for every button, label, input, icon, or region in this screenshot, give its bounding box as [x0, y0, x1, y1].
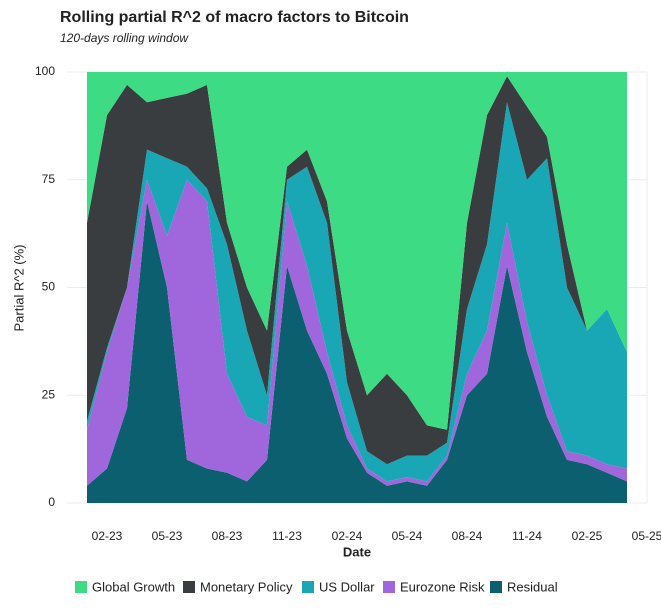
x-axis-label: Date [343, 544, 371, 559]
legend-swatch [302, 581, 314, 593]
area [87, 201, 627, 504]
chart-title: Rolling partial R^2 of macro factors to … [60, 9, 409, 26]
legend-label: Eurozone Risk [400, 579, 485, 594]
x-tick-label: 08-23 [212, 529, 243, 543]
legend-label: Global Growth [92, 579, 175, 594]
x-tick-label: 02-23 [92, 529, 123, 543]
y-tick-label: 75 [42, 172, 56, 186]
x-tick-label: 11-23 [272, 529, 302, 543]
x-tick-label: 11-24 [512, 529, 542, 543]
legend-swatch [75, 581, 87, 593]
area [87, 102, 627, 482]
x-tick-label: 05-24 [392, 529, 423, 543]
chart-subtitle: 120-days rolling window [60, 31, 189, 45]
y-tick-label: 50 [42, 280, 56, 294]
x-tick-label: 02-24 [332, 529, 363, 543]
y-tick-label: 25 [42, 387, 56, 401]
x-tick-label: 05-23 [152, 529, 183, 543]
y-tick-label: 100 [35, 64, 55, 78]
x-tick-label: 05-25 [632, 529, 661, 543]
x-tick-label: 02-25 [572, 529, 603, 543]
y-tick-label: 0 [48, 495, 55, 509]
legend-swatch [490, 581, 502, 593]
legend-label: Monetary Policy [200, 579, 293, 594]
area [87, 179, 627, 486]
x-tick-label: 08-24 [452, 529, 483, 543]
legend-label: US Dollar [319, 579, 375, 594]
area [87, 76, 627, 465]
legend-swatch [183, 581, 195, 593]
area [87, 72, 627, 430]
legend-swatch [383, 581, 395, 593]
legend-label: Residual [507, 579, 558, 594]
y-axis-label: Partial R^2 (%) [11, 244, 26, 331]
